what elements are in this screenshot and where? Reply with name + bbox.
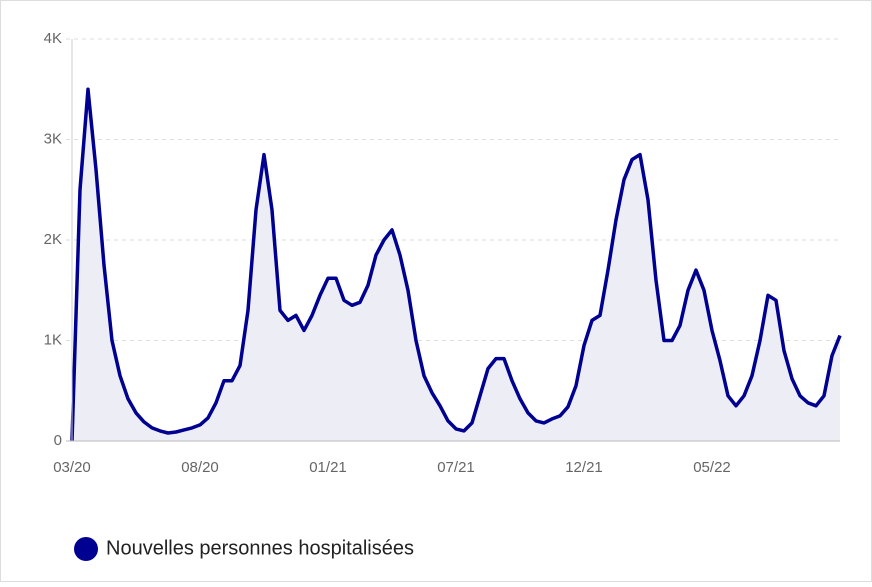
legend-marker (74, 537, 98, 561)
y-tick-label: 2K (44, 231, 62, 248)
x-tick-label: 07/21 (437, 459, 475, 476)
x-tick-label: 05/22 (693, 459, 731, 476)
line (70, 87, 842, 442)
y-tick-label: 4K (44, 30, 62, 47)
legend-label: Nouvelles personnes hospitalisées (106, 537, 414, 559)
y-tick-label: 3K (44, 130, 62, 147)
x-tick-label: 08/20 (181, 459, 219, 476)
x-tick-label: 01/21 (309, 459, 347, 476)
x-tick-label: 12/21 (565, 459, 603, 476)
y-tick-label: 0 (54, 432, 62, 449)
x-tick-label: 03/20 (53, 459, 91, 476)
area (72, 89, 840, 442)
y-tick-label: 1K (44, 331, 62, 348)
